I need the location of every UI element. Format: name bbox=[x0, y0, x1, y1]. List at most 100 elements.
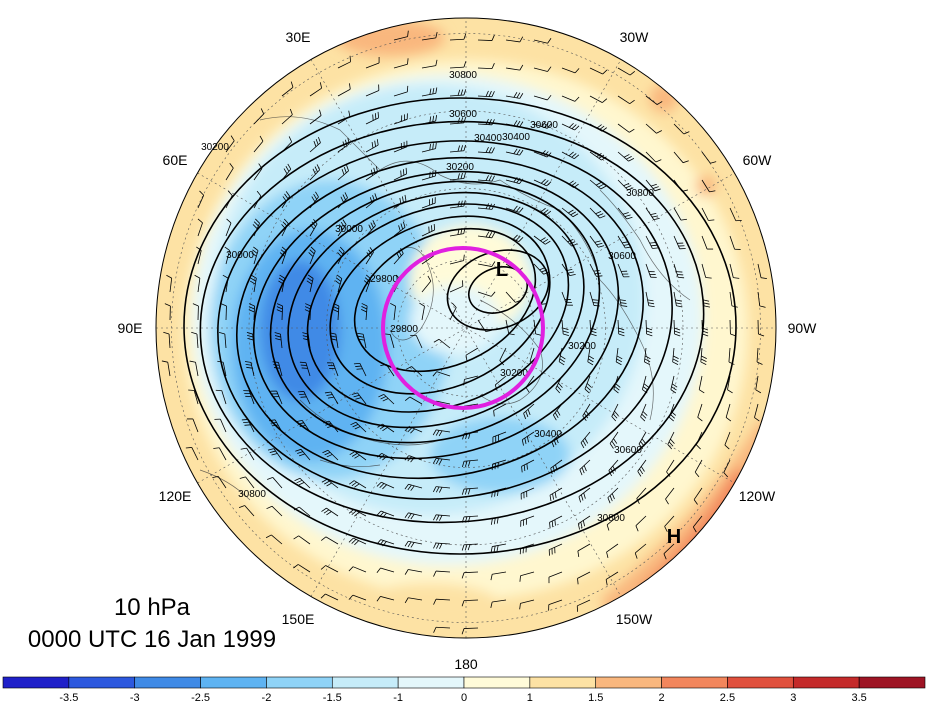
wind-barb bbox=[533, 207, 547, 216]
wind-barb-flag bbox=[652, 215, 659, 218]
wind-barb bbox=[645, 123, 657, 134]
wind-barb bbox=[578, 487, 591, 497]
wind-barb-flag bbox=[597, 213, 604, 217]
wind-barb-flag bbox=[700, 358, 707, 362]
wind-barb-flag bbox=[378, 394, 385, 398]
wind-barb bbox=[300, 449, 311, 461]
wind-barb-flag bbox=[251, 252, 257, 257]
wind-barb bbox=[244, 505, 255, 517]
wind-barb-flag bbox=[516, 120, 521, 127]
wind-barb-flag bbox=[287, 163, 292, 170]
wind-barb-flag bbox=[318, 136, 321, 143]
wind-barb bbox=[421, 148, 436, 153]
wind-barb-flag bbox=[759, 305, 766, 308]
wind-barb-flag bbox=[272, 361, 279, 363]
colorbar-tick-label: -1.5 bbox=[323, 692, 342, 702]
wind-barb-flag bbox=[230, 135, 235, 141]
wind-barb bbox=[724, 431, 731, 446]
wind-barb-flag bbox=[519, 149, 524, 156]
height-contour bbox=[217, 140, 673, 500]
wind-barb bbox=[580, 431, 591, 443]
wind-barb bbox=[645, 235, 653, 249]
wind-barb bbox=[353, 509, 367, 517]
height-contour bbox=[252, 170, 620, 460]
wind-barb bbox=[561, 123, 575, 131]
wind-barb-flag bbox=[555, 464, 558, 471]
wind-barb-flag bbox=[652, 247, 659, 249]
wind-barb-flag bbox=[269, 450, 276, 453]
wind-barb bbox=[326, 507, 339, 517]
wind-barb-flag bbox=[326, 454, 333, 458]
wind-barb-flag bbox=[245, 363, 252, 366]
wind-barb bbox=[725, 403, 731, 418]
wind-barb-flag bbox=[283, 218, 289, 224]
wind-barb-flag bbox=[404, 484, 409, 490]
wind-barb-flag bbox=[227, 190, 233, 196]
wind-barb bbox=[701, 179, 710, 193]
wind-barb-flag bbox=[282, 196, 287, 202]
wind-barb bbox=[617, 291, 622, 306]
wind-barb-flag bbox=[488, 175, 492, 182]
wind-barb-flag bbox=[432, 143, 434, 150]
wind-barb bbox=[505, 291, 516, 303]
wind-barb bbox=[757, 263, 762, 278]
wind-barb bbox=[617, 123, 630, 133]
wind-barb bbox=[309, 87, 322, 97]
wind-barb bbox=[168, 334, 171, 349]
wind-barb-flag bbox=[276, 303, 283, 307]
wind-barb-flag bbox=[321, 507, 327, 512]
wind-barb bbox=[492, 459, 507, 465]
wind-barb-flag bbox=[669, 414, 675, 419]
wind-barb-flag bbox=[285, 166, 290, 172]
wind-barb bbox=[635, 515, 647, 526]
wind-barb bbox=[365, 90, 380, 97]
wind-barb-flag bbox=[672, 361, 679, 365]
wind-barb-flag bbox=[610, 468, 614, 474]
wind-barb bbox=[365, 171, 378, 181]
wind-barb-flag bbox=[239, 476, 246, 479]
wind-barb-flag bbox=[229, 163, 234, 169]
wind-barb bbox=[477, 263, 492, 267]
wind-barb bbox=[415, 335, 423, 349]
wind-barb bbox=[381, 481, 395, 489]
wind-barb-flag bbox=[279, 252, 285, 257]
wind-barb bbox=[408, 512, 423, 517]
wind-barb-flag bbox=[314, 166, 318, 173]
wind-barb-flag bbox=[354, 454, 360, 459]
colorbar-swatch bbox=[661, 676, 728, 689]
wind-barb-flag bbox=[326, 394, 333, 396]
wind-barb bbox=[477, 151, 492, 154]
wind-barb bbox=[701, 151, 711, 164]
wind-barb-flag bbox=[196, 246, 202, 251]
wind-barb-flag bbox=[650, 244, 658, 247]
wind-barb-flag bbox=[342, 194, 346, 201]
wind-barb-flag bbox=[628, 157, 635, 162]
wind-barb-flag bbox=[192, 303, 199, 307]
wind-barb-flag bbox=[222, 274, 229, 279]
wind-barb-flag bbox=[463, 61, 467, 68]
wind-barb-flag bbox=[515, 235, 521, 241]
wind-barb-flag bbox=[663, 553, 667, 560]
wind-barb-flag bbox=[278, 277, 285, 282]
wind-barb-flag bbox=[727, 389, 733, 394]
wind-barb-flag bbox=[435, 115, 438, 122]
wind-barb-flag bbox=[432, 371, 438, 377]
wind-barb bbox=[326, 478, 339, 489]
wind-barb-flag bbox=[290, 81, 294, 88]
wind-barb bbox=[548, 599, 563, 606]
meridian-line bbox=[197, 172, 735, 484]
wind-barb-flag bbox=[279, 274, 285, 279]
wind-barb-flag bbox=[433, 514, 437, 521]
wind-barb bbox=[309, 250, 316, 265]
wind-barb bbox=[617, 263, 624, 278]
wind-barb bbox=[337, 170, 349, 181]
wind-barb-flag bbox=[590, 333, 597, 337]
wind-barb-flag bbox=[407, 513, 412, 519]
wind-barb-flag bbox=[354, 426, 361, 430]
wind-barb bbox=[246, 447, 255, 461]
wind-barb-flag bbox=[491, 261, 496, 267]
wind-barb bbox=[522, 431, 535, 440]
wind-barb bbox=[663, 543, 675, 554]
wind-barb bbox=[436, 598, 451, 601]
